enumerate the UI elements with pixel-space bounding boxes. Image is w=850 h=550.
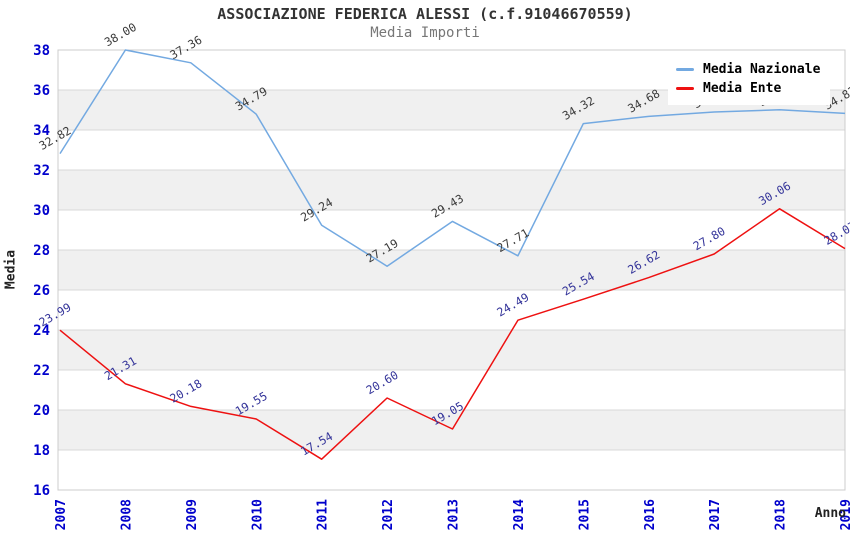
x-tick-label: 2011 (316, 499, 331, 530)
y-tick-label: 38 (33, 43, 50, 59)
point-label: 24.49 (494, 290, 531, 319)
point-label: 37.36 (167, 33, 204, 62)
x-tick-label: 2018 (774, 499, 789, 530)
legend-item-media-nazionale: Media Nazionale (676, 60, 820, 79)
point-label: 20.18 (167, 376, 204, 405)
x-tick-label: 2014 (512, 499, 527, 530)
point-label: 38.00 (102, 20, 139, 49)
chart-title: ASSOCIAZIONE FEDERICA ALESSI (c.f.910466… (217, 5, 633, 23)
x-axis-title: Anno (814, 506, 846, 521)
y-tick-label: 36 (33, 83, 50, 99)
point-label: 28.07 (822, 218, 850, 247)
plot-band (58, 330, 845, 370)
point-label: 20.60 (364, 368, 401, 397)
y-tick-label: 26 (33, 283, 50, 299)
y-tick-label: 30 (33, 203, 50, 219)
plot-border (57, 49, 846, 491)
legend: Media Nazionale Media Ente (668, 55, 831, 105)
x-tick-label: 2019 (839, 499, 850, 530)
media-nazionale-line-icon (676, 68, 694, 71)
y-tick-label: 32 (33, 163, 50, 179)
x-tick-label: 2017 (708, 499, 723, 530)
point-label: 23.99 (37, 300, 74, 329)
plot-band (58, 170, 845, 210)
legend-label: Media Ente (703, 81, 782, 96)
plot-band (58, 410, 845, 450)
y-tick-label: 28 (33, 243, 50, 259)
legend-label: Media Nazionale (703, 62, 821, 77)
chart-subtitle: Media Importi (370, 25, 480, 41)
y-tick-label: 20 (33, 403, 50, 419)
x-tick-label: 2008 (119, 499, 134, 530)
x-tick-label: 2009 (185, 499, 200, 530)
y-tick-label: 18 (33, 443, 50, 459)
y-tick-label: 34 (33, 123, 50, 139)
x-tick-label: 2010 (250, 499, 265, 530)
y-tick-label: 16 (33, 483, 50, 499)
y-tick-label: 24 (33, 323, 50, 339)
series-line-media-nazionale (59, 49, 846, 267)
x-tick-label: 2007 (54, 499, 69, 530)
y-axis-title: Media (3, 249, 19, 290)
x-tick-label: 2012 (381, 499, 396, 530)
x-tick-label: 2015 (577, 499, 592, 530)
media-ente-line-icon (676, 87, 694, 90)
plot-band (58, 250, 845, 290)
x-tick-label: 2013 (447, 499, 462, 530)
x-tick-label: 2016 (643, 499, 658, 530)
y-tick-label: 22 (33, 363, 50, 379)
series-line-media-ente (59, 208, 846, 460)
legend-item-media-ente: Media Ente (676, 79, 820, 98)
